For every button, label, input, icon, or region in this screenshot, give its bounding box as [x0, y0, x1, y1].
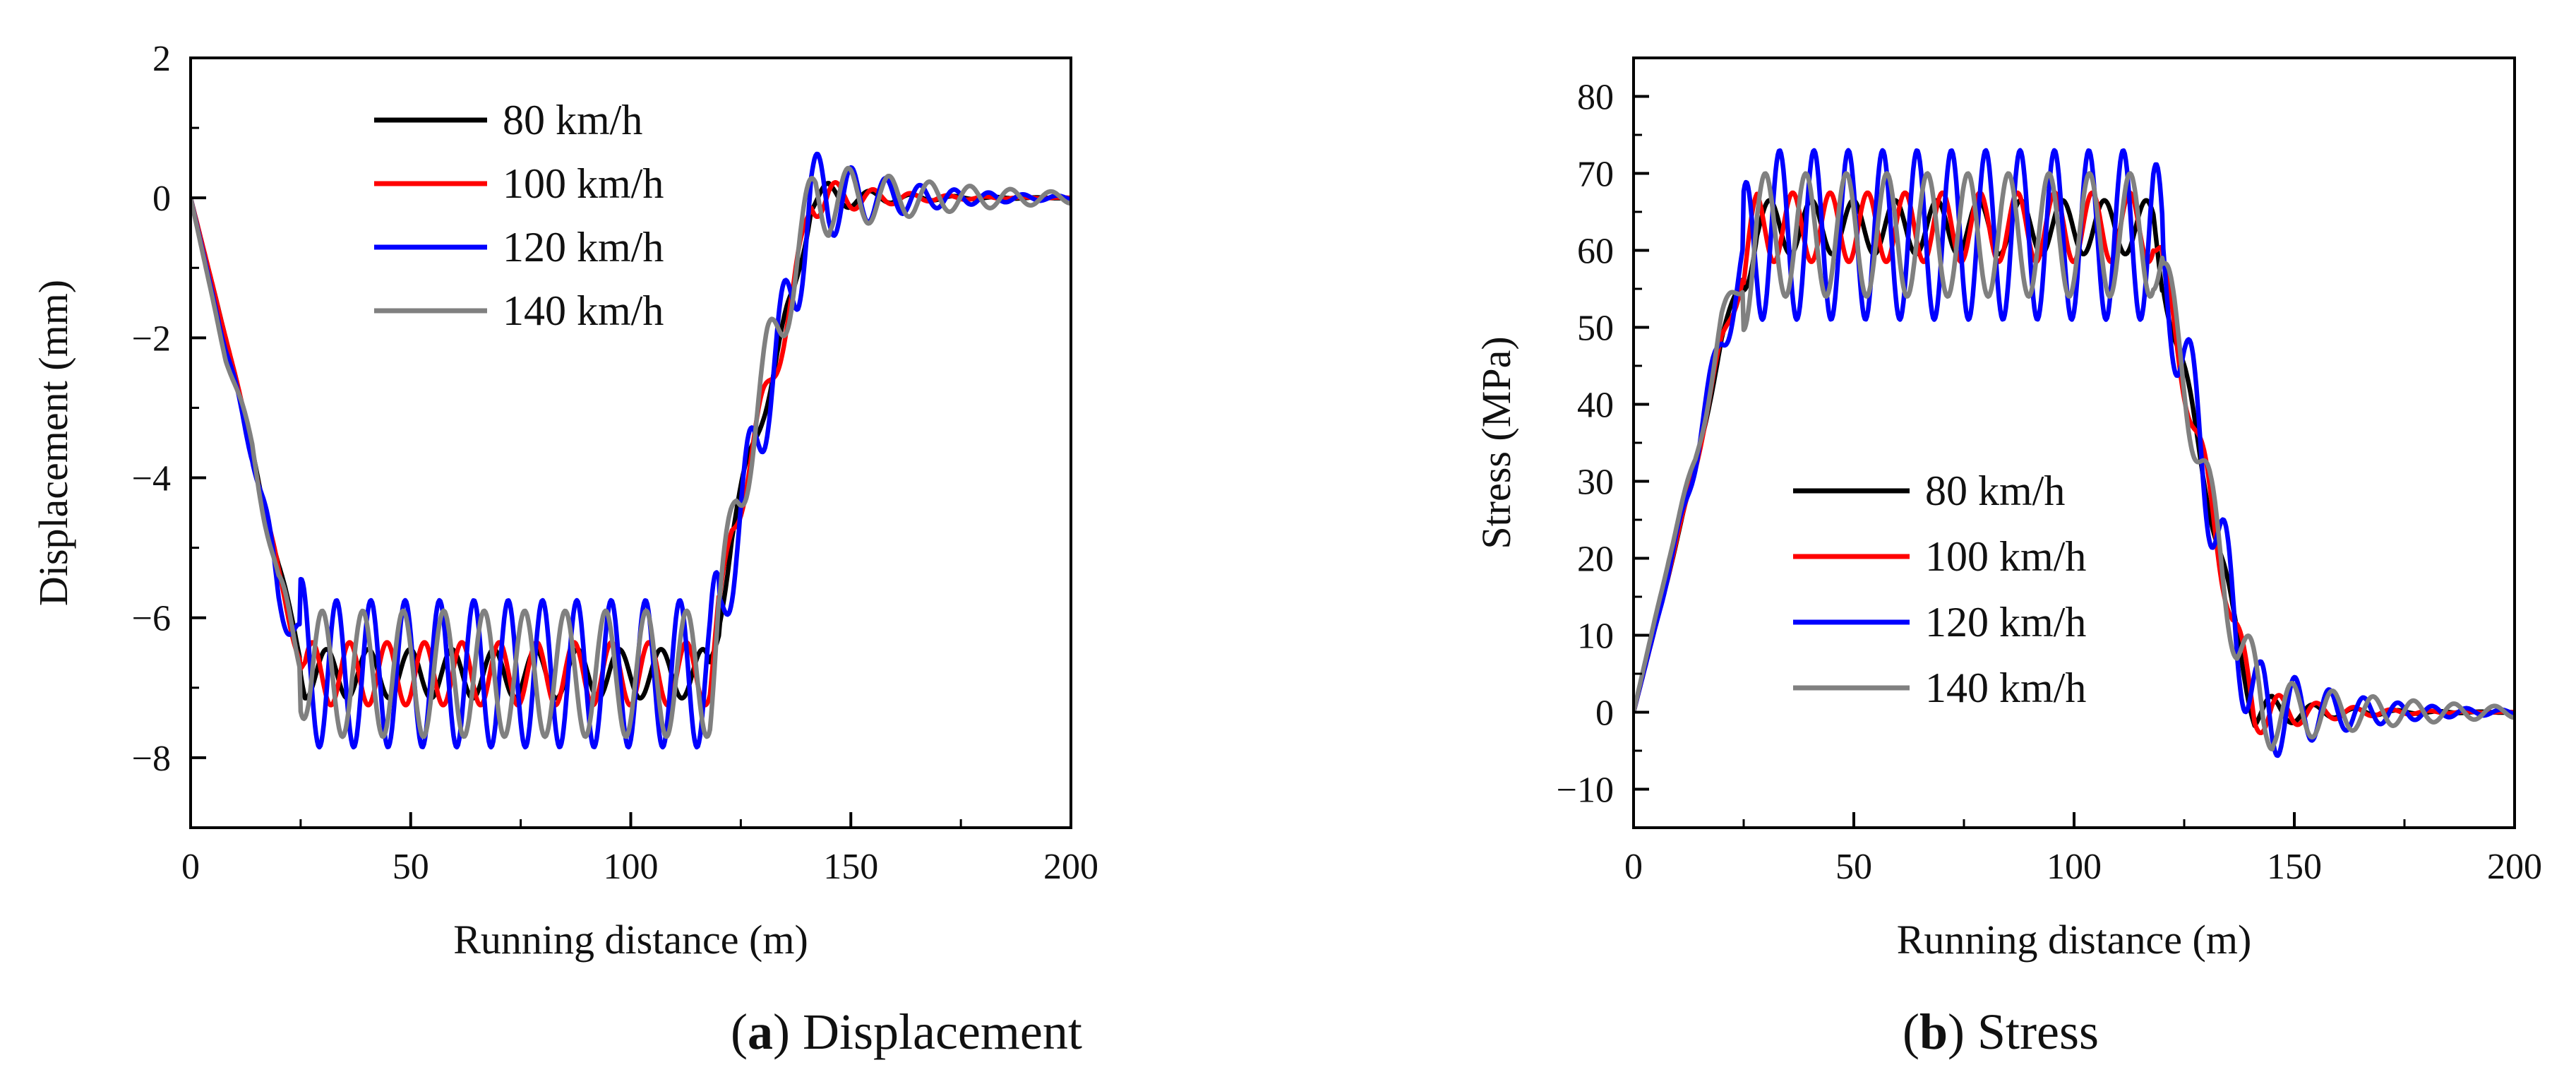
- legend-label: 120 km/h: [503, 224, 664, 270]
- y-tick-label: 2: [152, 39, 171, 79]
- y-tick-label: 0: [152, 179, 171, 219]
- y-tick-label: 20: [1577, 540, 1614, 580]
- x-tick-label: 100: [604, 847, 659, 887]
- chart-panel-a: 0 50 100 150 200 −8 −6 −4 −2 0 2 Running distance (…: [30, 39, 1098, 963]
- legend-label: 80 km/h: [1925, 468, 2065, 514]
- y-tick-label: 30: [1577, 463, 1614, 503]
- series-line-100-km-h: [1634, 190, 2515, 736]
- legend-label: 100 km/h: [1925, 533, 2086, 580]
- y-tick-label: 60: [1577, 232, 1614, 272]
- y-tick-label: −4: [132, 459, 171, 499]
- x-tick-label: 50: [1835, 847, 1872, 887]
- x-tick-label: 0: [181, 847, 200, 887]
- x-tick-label: 50: [393, 847, 429, 887]
- x-tick-label: 100: [2047, 847, 2102, 887]
- series-line-140-km-h: [191, 165, 1071, 739]
- legend-label: 120 km/h: [1925, 599, 2086, 645]
- y-tick-label: −2: [132, 319, 171, 359]
- x-axis-title: Running distance (m): [1897, 917, 2252, 963]
- legend-label: 80 km/h: [503, 97, 642, 143]
- legend-label: 100 km/h: [503, 160, 664, 207]
- y-tick-label: 10: [1577, 617, 1614, 657]
- y-tick-label: 40: [1577, 386, 1614, 426]
- y-tick-label: 0: [1595, 694, 1614, 734]
- legend: 80 km/h 100 km/h 120 km/h 140 km/h: [374, 97, 664, 334]
- x-tick-label: 200: [2487, 847, 2542, 887]
- y-axis-title: Stress (MPa): [1473, 336, 1519, 549]
- series-line-140-km-h: [1634, 171, 2515, 751]
- x-tick-label: 150: [2267, 847, 2322, 887]
- y-tick-label: 70: [1577, 155, 1614, 195]
- y-tick-label: −6: [132, 599, 171, 639]
- y-tick-label: 80: [1577, 78, 1614, 118]
- x-tick-label: 200: [1043, 847, 1098, 887]
- caption-b: (b) Stress: [1903, 1004, 2099, 1060]
- legend-label: 140 km/h: [503, 287, 664, 334]
- caption-a: (a) Displacement: [731, 1004, 1082, 1060]
- series-group: [1634, 148, 2515, 758]
- x-axis-title: Running distance (m): [453, 917, 808, 963]
- series-group: [191, 151, 1071, 750]
- y-tick-label: −10: [1557, 770, 1614, 811]
- y-axis-title: Displacement (mm): [30, 280, 76, 606]
- x-tick-label: 0: [1624, 847, 1643, 887]
- x-tick-label: 150: [823, 847, 878, 887]
- y-tick-label: −8: [132, 739, 171, 779]
- chart-panel-b: 0 50 100 150 200−1001020304050607080Running …: [1473, 56, 2542, 963]
- legend: 80 km/h 100 km/h 120 km/h 140 km/h: [1793, 468, 2086, 711]
- y-tick-label: 50: [1577, 309, 1614, 349]
- legend-label: 140 km/h: [1925, 665, 2086, 711]
